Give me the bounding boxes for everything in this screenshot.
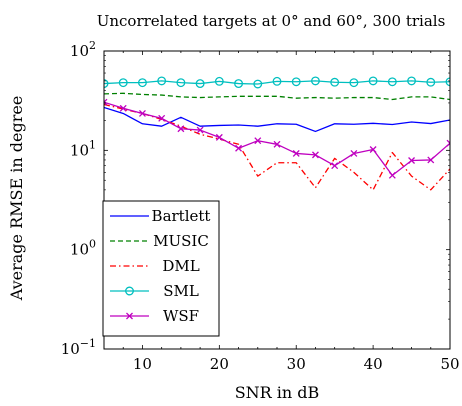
data-point — [138, 110, 146, 117]
data-point — [273, 140, 281, 148]
plot-area — [104, 76, 450, 191]
data-point — [408, 157, 416, 164]
series-line — [104, 80, 450, 85]
data-point — [272, 76, 282, 86]
legend-box — [102, 200, 220, 337]
data-point — [125, 286, 134, 296]
data-point — [119, 104, 127, 112]
data-point — [254, 137, 262, 145]
series-music — [104, 92, 450, 101]
data-point — [310, 76, 320, 86]
data-point — [427, 156, 435, 164]
data-point — [311, 151, 319, 159]
chart-title: Uncorrelated targets at 0° and 60°, 300 … — [97, 12, 446, 30]
data-point — [291, 77, 301, 87]
data-point — [350, 150, 358, 157]
series-bartlett — [104, 106, 450, 133]
x-tick-label: 20 — [210, 355, 229, 373]
data-point — [234, 79, 244, 89]
legend-item-bartlett: Bartlett — [110, 207, 210, 225]
data-point — [426, 77, 436, 87]
data-point — [104, 79, 109, 89]
series-line — [104, 103, 450, 191]
data-point — [126, 312, 133, 320]
data-point — [407, 76, 417, 86]
legend-item-wsf: WSF — [110, 307, 199, 325]
series-wsf — [104, 98, 450, 179]
x-tick-label: 40 — [364, 355, 383, 373]
series-line — [104, 106, 450, 133]
legend-item-music: MUSIC — [110, 232, 209, 250]
data-point — [388, 171, 396, 179]
data-point — [158, 114, 166, 122]
x-tick-label: 50 — [440, 355, 459, 373]
data-point — [214, 76, 224, 86]
data-point — [368, 76, 378, 86]
data-point — [387, 77, 397, 87]
data-point — [196, 126, 204, 134]
data-point — [235, 144, 243, 152]
y-tick-label: 10−1 — [61, 337, 96, 358]
legend-label: SML — [163, 282, 199, 300]
data-point — [137, 78, 147, 88]
data-point — [253, 79, 263, 89]
data-point — [446, 139, 450, 147]
y-tick-label: 100 — [70, 238, 96, 259]
legend-label: MUSIC — [153, 232, 209, 250]
y-axis-label: Average RMSE in degree — [7, 96, 26, 302]
data-point — [330, 77, 340, 87]
data-point — [369, 146, 377, 153]
data-point — [349, 78, 359, 88]
series-line — [104, 92, 450, 101]
legend-item-dml: DML — [110, 257, 200, 275]
x-axis-label: SNR in dB — [235, 383, 320, 402]
data-point — [177, 125, 185, 133]
series-dml — [104, 103, 450, 191]
data-point — [292, 150, 300, 157]
legend-item-sml: SML — [110, 282, 199, 300]
x-tick-label: 10 — [133, 355, 152, 373]
series-sml — [104, 76, 450, 89]
data-point — [118, 78, 128, 88]
data-point — [445, 77, 450, 87]
legend-label: WSF — [163, 307, 199, 325]
data-point — [176, 78, 186, 88]
series-line — [104, 101, 450, 177]
data-point — [331, 162, 339, 170]
x-tick-label: 30 — [287, 355, 306, 373]
data-point — [215, 133, 223, 141]
legend: Bartlett MUSIC DML SML WSF — [102, 200, 220, 337]
data-point — [195, 79, 205, 89]
y-tick-label: 102 — [70, 39, 96, 60]
legend-label: Bartlett — [152, 207, 211, 225]
y-tick-label: 101 — [70, 138, 96, 159]
data-point — [157, 76, 167, 86]
legend-label: DML — [162, 257, 199, 275]
data-point — [104, 98, 108, 106]
